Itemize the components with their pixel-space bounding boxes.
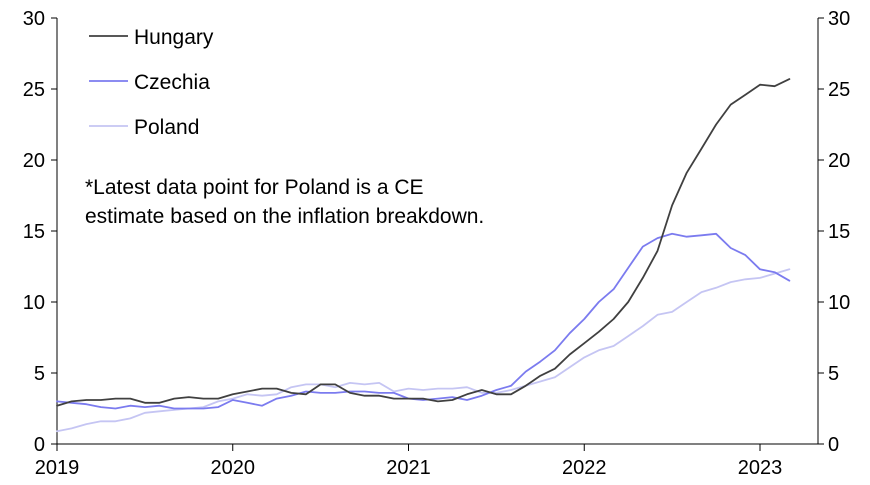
- legend-label-hungary: Hungary: [134, 26, 214, 49]
- right-y-tick-label: 15: [828, 221, 850, 243]
- x-tick-label: 2023: [738, 457, 783, 479]
- series-line-poland: [56, 268, 791, 433]
- left-y-tick-label: 20: [23, 150, 45, 172]
- right-y-tick-label: 5: [828, 363, 839, 385]
- annotation-line-2: estimate based on the inflation breakdow…: [85, 205, 484, 228]
- axis-ticks: 0 5 10 15 20 25 30 0 5 10 15 20 25 30 2019 2020 2021 2022…: [23, 8, 851, 479]
- right-y-tick-label: 20: [828, 150, 850, 172]
- series-lines: [56, 78, 791, 433]
- right-y-tick-label: 10: [828, 292, 850, 314]
- right-y-tick-label: 25: [828, 79, 850, 101]
- series-line-czechia: [56, 232, 791, 410]
- x-tick-label: 2021: [386, 457, 431, 479]
- left-y-tick-label: 5: [34, 363, 45, 385]
- left-y-tick-label: 30: [23, 8, 45, 30]
- right-y-tick-label: 0: [828, 434, 839, 456]
- annotation-line-1: *Latest data point for Poland is a CE: [85, 176, 424, 199]
- series-line-hungary: [56, 78, 791, 407]
- right-y-tick-label: 30: [828, 8, 850, 30]
- legend: Hungary Czechia Poland: [89, 26, 214, 139]
- left-y-tick-label: 10: [23, 292, 45, 314]
- legend-label-poland: Poland: [134, 116, 199, 139]
- left-y-tick-label: 15: [23, 221, 45, 243]
- x-tick-label: 2019: [35, 457, 80, 479]
- left-y-tick-label: 25: [23, 79, 45, 101]
- chart-annotation: *Latest data point for Poland is a CE es…: [85, 176, 484, 228]
- left-y-tick-label: 0: [34, 434, 45, 456]
- x-tick-label: 2022: [562, 457, 607, 479]
- legend-label-czechia: Czechia: [134, 71, 210, 94]
- x-tick-label: 2020: [211, 457, 256, 479]
